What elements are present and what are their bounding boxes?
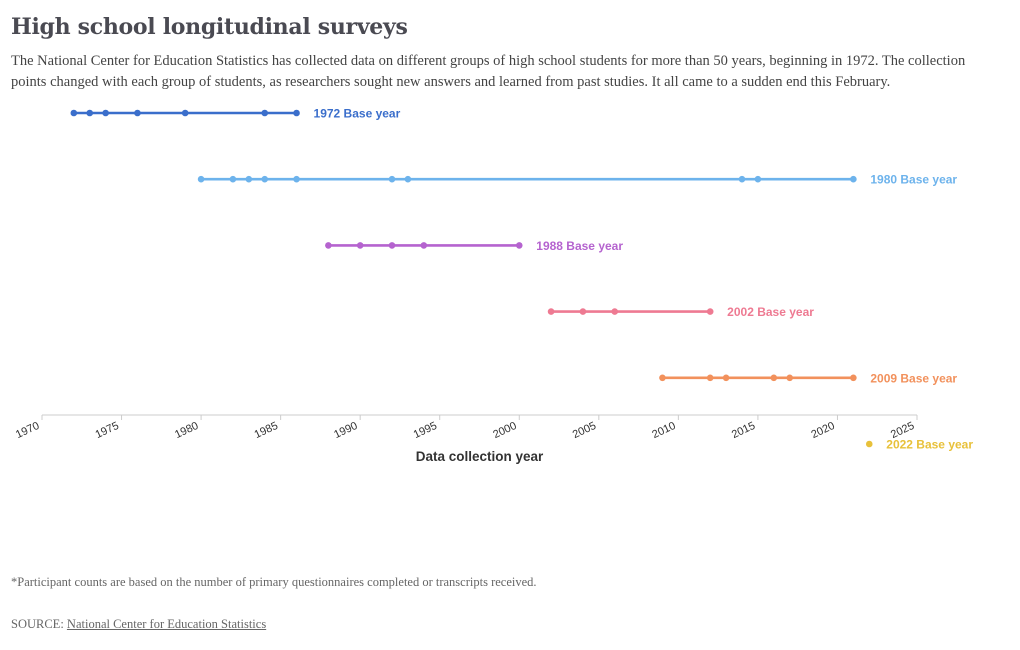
data-point[interactable] xyxy=(420,242,428,249)
data-point[interactable] xyxy=(786,374,794,382)
data-point[interactable] xyxy=(197,175,205,183)
series-1972: 1972 Base year xyxy=(70,107,401,121)
data-point[interactable] xyxy=(579,308,587,315)
data-point[interactable] xyxy=(245,175,253,183)
data-point[interactable] xyxy=(388,242,396,249)
x-tick-label: 2000 xyxy=(491,420,518,441)
x-axis: 1970 1975 1980 1985 1990 1995 2000 2005 2010 2015… xyxy=(14,414,918,464)
data-point[interactable] xyxy=(754,175,762,183)
data-point[interactable] xyxy=(706,308,714,315)
data-point[interactable] xyxy=(659,374,666,382)
data-point[interactable] xyxy=(325,242,332,249)
series-2022: 2022 Base year xyxy=(865,438,973,452)
data-point[interactable] xyxy=(229,175,237,183)
data-point[interactable] xyxy=(770,374,778,382)
data-point[interactable] xyxy=(865,440,873,448)
data-point[interactable] xyxy=(356,242,364,249)
x-tick-label: 1985 xyxy=(253,420,280,441)
data-point[interactable] xyxy=(102,109,109,117)
data-point[interactable] xyxy=(293,109,300,117)
data-point[interactable] xyxy=(706,374,714,382)
data-point[interactable] xyxy=(134,109,141,117)
data-point[interactable] xyxy=(515,242,523,249)
series-label: 2002 Base year xyxy=(727,305,814,319)
x-tick-label: 1975 xyxy=(94,420,121,441)
data-point[interactable] xyxy=(722,374,730,382)
data-point[interactable] xyxy=(293,175,300,183)
series-label: 1972 Base year xyxy=(314,107,401,121)
data-point[interactable] xyxy=(70,109,78,117)
source-prefix: SOURCE: xyxy=(11,617,67,631)
data-point[interactable] xyxy=(738,175,746,183)
data-point[interactable] xyxy=(388,175,396,183)
data-point[interactable] xyxy=(404,175,412,183)
footnote: *Participant counts are based on the num… xyxy=(11,575,537,589)
chart-subtitle: The National Center for Education Statis… xyxy=(11,53,966,90)
x-tick-label: 2015 xyxy=(730,420,757,441)
data-point[interactable] xyxy=(850,374,857,382)
x-tick-label: 1980 xyxy=(173,420,200,441)
series-2002: 2002 Base year xyxy=(547,305,814,319)
series-label: 1988 Base year xyxy=(536,239,623,253)
series-2009: 2009 Base year xyxy=(659,371,957,385)
data-point[interactable] xyxy=(547,308,555,315)
source-link[interactable]: National Center for Education Statistics xyxy=(66,617,267,631)
x-tick-label: 2010 xyxy=(650,420,677,441)
source-line: SOURCE: National Center for Education St… xyxy=(11,617,266,632)
series-label: 2009 Base year xyxy=(870,371,957,385)
data-point[interactable] xyxy=(611,308,619,315)
x-tick-label: 1990 xyxy=(332,420,359,441)
series-1980: 1980 Base year xyxy=(197,173,957,187)
x-tick-label: 1970 xyxy=(14,420,41,441)
x-axis-title: Data collection year xyxy=(416,449,544,464)
series-label: 1980 Base year xyxy=(870,173,957,187)
data-point[interactable] xyxy=(261,175,269,183)
x-tick-label: 1995 xyxy=(412,420,439,441)
data-point[interactable] xyxy=(86,109,94,117)
x-tick-label: 2005 xyxy=(571,420,598,441)
series-label: 2022 Base year xyxy=(886,438,973,452)
chart-title: High school longitudinal surveys xyxy=(11,14,408,40)
data-point[interactable] xyxy=(850,175,857,183)
data-point[interactable] xyxy=(261,109,269,117)
x-tick-label: 2020 xyxy=(809,420,836,441)
data-point[interactable] xyxy=(181,109,189,117)
series-1988: 1988 Base year xyxy=(325,239,623,253)
timeline-chart: 1972 Base year 1980 Base year 1988 Base ye… xyxy=(14,107,973,465)
